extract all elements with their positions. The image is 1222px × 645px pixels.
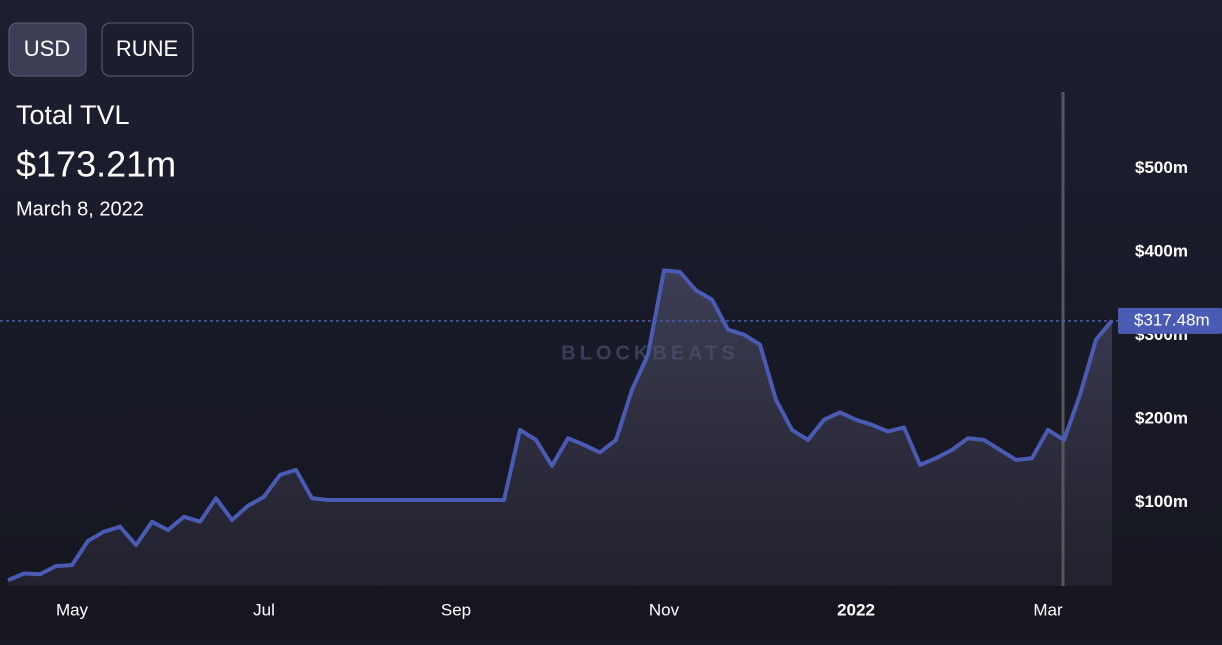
x-tick-label: Jul bbox=[253, 600, 275, 619]
button-label[interactable]: USD bbox=[24, 36, 70, 61]
y-tick-label: $500m bbox=[1135, 158, 1188, 177]
y-tick-label: $400m bbox=[1135, 241, 1188, 260]
line bbox=[7, 268, 1114, 583]
x-tick-label: Nov bbox=[649, 600, 680, 619]
date: March 8, 2022 bbox=[16, 198, 144, 220]
current-box bbox=[1118, 307, 1222, 334]
x-tick-label: Mar bbox=[1033, 600, 1063, 619]
button-label[interactable]: RUNE bbox=[116, 36, 178, 61]
x-tick-label: Sep bbox=[441, 600, 471, 619]
title: Total TVL bbox=[16, 100, 130, 130]
x-tick-label: 2022 bbox=[837, 600, 875, 619]
current-label: $317.48m bbox=[1134, 310, 1210, 329]
x-tick-label: May bbox=[56, 600, 89, 619]
usd-button[interactable] bbox=[8, 22, 87, 77]
area bbox=[8, 270, 1112, 586]
y-tick-label: $200m bbox=[1135, 408, 1188, 427]
value: $173.21m bbox=[16, 144, 176, 185]
y-tick-label: $100m bbox=[1135, 492, 1188, 511]
rune-button[interactable] bbox=[101, 22, 194, 77]
